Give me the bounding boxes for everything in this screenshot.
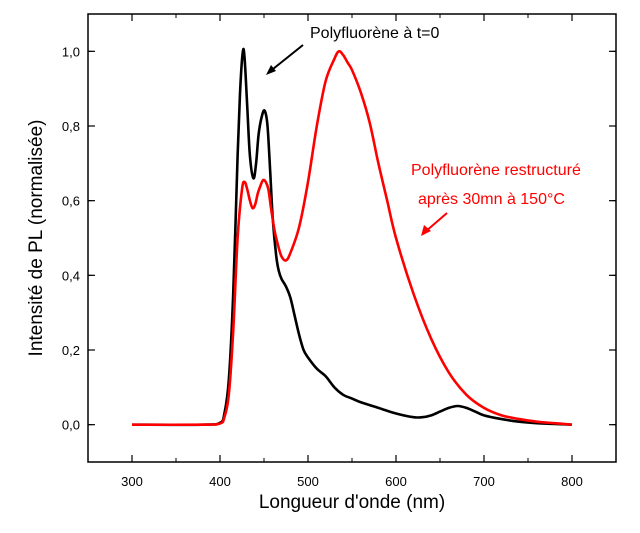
x-tick-label: 400	[209, 474, 231, 489]
y-tick-label: 0,2	[62, 343, 80, 358]
x-tick-label: 600	[385, 474, 407, 489]
y-axis-title: Intensité de PL (normalisée)	[26, 120, 47, 357]
plot-frame	[87, 13, 617, 463]
x-tick-label: 300	[121, 474, 143, 489]
annotation-arrow-black	[267, 44, 304, 74]
series-line-red	[131, 49, 573, 427]
series-line-black	[131, 47, 573, 427]
y-tick-label: 0,4	[62, 268, 80, 283]
annotation-arrow-red	[424, 212, 448, 233]
x-tick-label: 800	[561, 474, 583, 489]
annotation-arrowhead-black	[266, 65, 276, 75]
series-layer	[131, 47, 573, 427]
annotation-restructured-line2: après 30mn à 150°C	[418, 191, 565, 208]
y-tick-label: 0,6	[62, 194, 80, 209]
y-tick-label: 0,0	[62, 418, 80, 433]
annotation-restructured-line1: Polyfluorène restructuré	[411, 162, 581, 179]
x-axis-title: Longueur d'onde (nm)	[259, 492, 445, 513]
x-tick-label: 500	[297, 474, 319, 489]
y-tick-label: 1,0	[62, 44, 80, 59]
x-tick-label: 700	[473, 474, 495, 489]
annotation-polyfluorene-t0: Polyfluorène à t=0	[310, 25, 440, 42]
ticks-layer: 300 400 500 600 700 800 0,0 0,2 0,4 0,6 0,8 1,0	[62, 14, 617, 489]
y-tick-label: 0,8	[62, 119, 80, 134]
annotation-arrowhead-red	[421, 225, 431, 236]
